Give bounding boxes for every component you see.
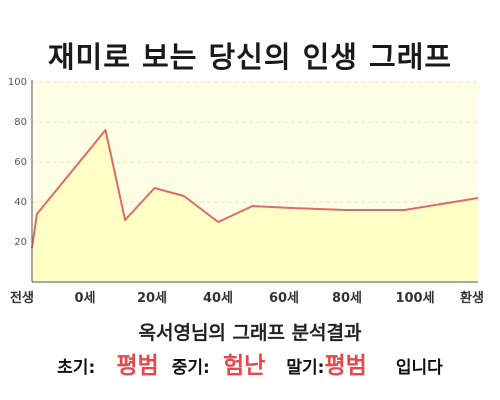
y-tick-label: 40	[14, 197, 27, 208]
x-tick-label: 20세	[137, 291, 167, 306]
y-tick-label: 60	[14, 157, 27, 168]
x-tick-label: 전생	[10, 290, 34, 306]
x-tick-label: 100세	[395, 291, 434, 306]
x-tick-label: 80세	[332, 291, 362, 306]
analysis-subtitle: 옥서영님의 그래프 분석결과	[138, 322, 362, 344]
y-tick-label: 100	[8, 77, 27, 88]
analysis-summary: 초기: 평범 중기: 험난 말기:평범 입니다	[0, 346, 500, 380]
x-tick-label: 0세	[74, 291, 95, 306]
y-tick-label: 80	[14, 117, 27, 128]
x-tick-label: 환생	[460, 290, 484, 306]
series-line	[31, 129, 479, 249]
summary-suffix: 입니다	[395, 358, 443, 378]
late-label: 말기:	[286, 358, 325, 378]
late-value: 평범	[324, 353, 367, 379]
x-tick-label: 60세	[269, 291, 299, 306]
x-tick-label: 40세	[203, 291, 233, 306]
page-title: 재미로 보는 당신의 인생 그래프	[47, 40, 453, 74]
series-area	[32, 130, 478, 282]
early-label: 초기:	[57, 358, 96, 378]
early-value: 평범	[116, 353, 159, 379]
mid-value: 험난	[222, 353, 266, 379]
mid-label: 중기:	[171, 358, 210, 378]
y-tick-label: 20	[14, 237, 27, 248]
life-chart: 100 80 60 40 20 전생 0세 20세 40세 60세 80세 100세 환생	[8, 77, 484, 306]
